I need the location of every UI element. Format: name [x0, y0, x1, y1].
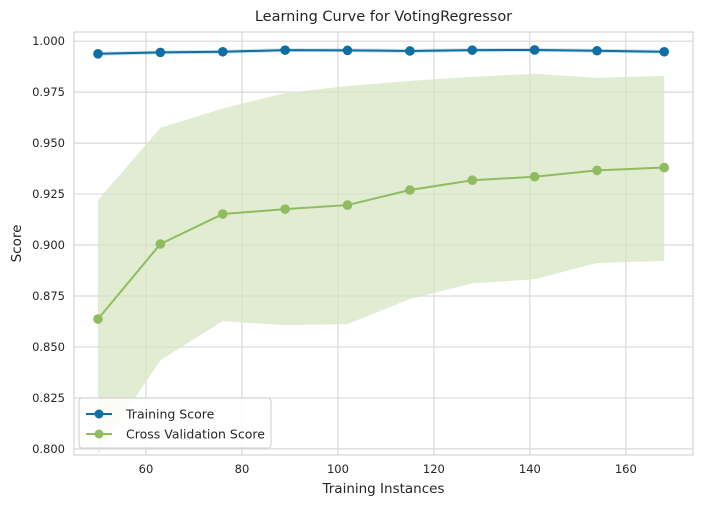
legend-cross-validation-label: Cross Validation Score — [126, 427, 265, 442]
y-tick-label: 0.950 — [32, 136, 65, 150]
cross-validation-score-point — [529, 171, 540, 182]
plot-frame — [73, 31, 694, 456]
x-tick-label: 80 — [235, 462, 250, 476]
x-tick-label: 100 — [327, 462, 349, 476]
training-score-point — [93, 49, 103, 59]
legend-training-label: Training Score — [125, 407, 215, 422]
training-score-point — [592, 45, 602, 56]
cross-validation-score-point — [280, 204, 290, 214]
training-score-point — [529, 45, 540, 55]
cross-validation-score-point — [217, 209, 228, 219]
cross-validation-score-point — [467, 175, 478, 186]
x-tick-label: 120 — [423, 462, 445, 476]
legend-training-marker — [94, 409, 104, 419]
training-score-point — [405, 46, 415, 56]
y-tick-label: 0.825 — [32, 391, 65, 405]
chart-title: Learning Curve for VotingRegressor — [255, 9, 512, 25]
cross-validation-score-point — [155, 239, 166, 249]
legend: Training Score Cross Validation Score — [78, 397, 272, 449]
training-score-point — [342, 45, 353, 56]
training-score-point — [467, 45, 478, 55]
cross-validation-score-point — [659, 162, 670, 173]
y-tick-label: 0.850 — [32, 340, 65, 354]
training-score-point — [280, 45, 290, 55]
y-tick-labels: 0.800 0.825 0.850 0.875 0.900 0.925 0.950 0.975… — [32, 34, 65, 456]
cross-validation-score-point — [93, 314, 103, 324]
x-tick-labels: 60 80 100 120 140 160 — [139, 462, 637, 476]
cross-validation-score-point — [405, 185, 415, 195]
x-axis-label: Training Instances — [321, 481, 444, 497]
training-score-line — [97, 48, 665, 55]
legend-box — [78, 397, 272, 449]
x-tick-label: 160 — [615, 462, 637, 476]
band-cross-validation — [97, 73, 665, 454]
cross-validation-score-point — [592, 165, 602, 176]
y-tick-label: 0.975 — [32, 85, 65, 99]
y-axis-label: Score — [9, 225, 25, 263]
training-score-point — [659, 46, 670, 57]
series-lines — [93, 45, 670, 324]
cross-validation-score-point — [342, 200, 353, 210]
training-score-point — [155, 47, 166, 58]
legend-cross-validation-marker — [94, 429, 104, 439]
x-tick-label: 60 — [139, 462, 154, 476]
y-tick-label: 1.000 — [32, 34, 65, 48]
y-tick-label: 0.800 — [32, 442, 65, 456]
y-tick-label: 0.925 — [32, 187, 65, 201]
training-score-point — [217, 46, 228, 57]
cross-validation-score-line — [97, 166, 665, 320]
y-tick-label: 0.875 — [32, 289, 65, 303]
x-tick-label: 140 — [519, 462, 541, 476]
y-tick-label: 0.900 — [32, 238, 65, 252]
